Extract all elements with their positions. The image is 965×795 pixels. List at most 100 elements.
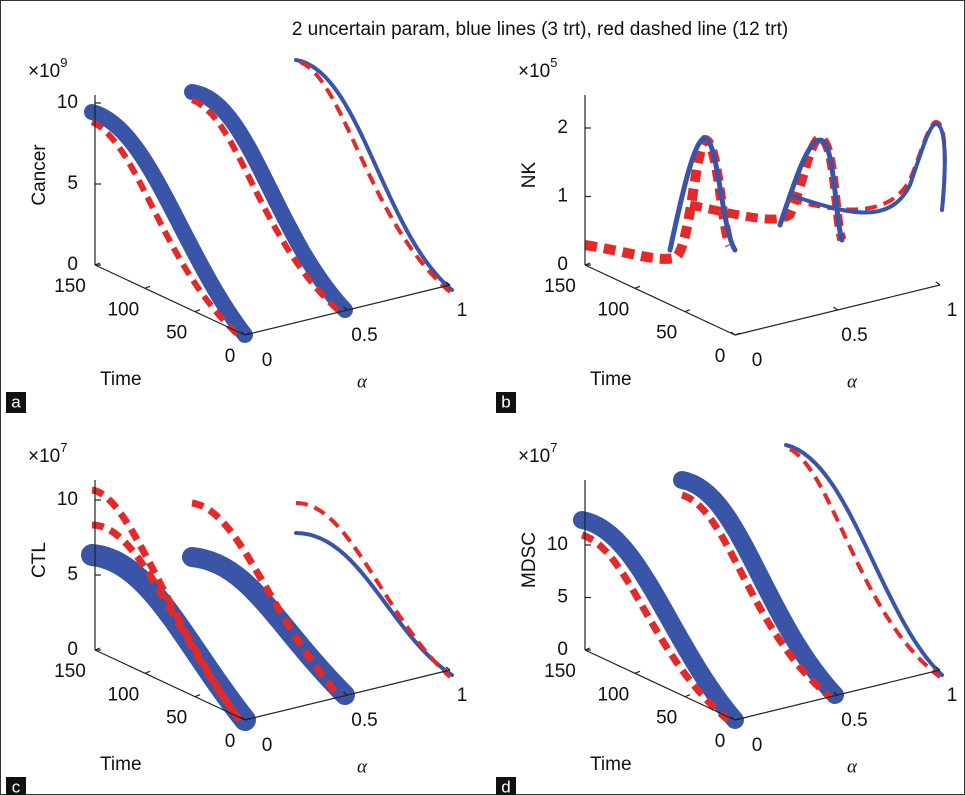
time-tick-label: 100 <box>107 299 139 320</box>
curve <box>673 471 844 704</box>
alpha-tick <box>343 306 348 311</box>
alpha-tick-label: 0 <box>752 735 763 756</box>
alpha-tick <box>445 281 451 286</box>
time-tick <box>194 694 201 698</box>
alpha-tick <box>240 716 246 721</box>
time-tick <box>144 285 151 289</box>
curve <box>584 134 735 264</box>
time-tick <box>684 309 691 313</box>
time-tick-label: 100 <box>597 299 629 320</box>
z-label: Cancer <box>29 144 50 206</box>
alpha-tick-label: 1 <box>947 300 958 321</box>
alpha-tick <box>935 666 941 671</box>
panel-letter-box <box>496 777 516 795</box>
curves-d <box>573 443 944 729</box>
alpha-tick <box>935 281 941 286</box>
z-tick-label: 0 <box>67 254 78 275</box>
time-axis <box>584 264 736 336</box>
z-label: NK <box>519 161 540 188</box>
time-tick <box>684 694 691 698</box>
z-exponent: ×107 <box>518 440 557 467</box>
alpha-tick-label: 0.5 <box>841 710 867 731</box>
alpha-label: α <box>357 371 368 392</box>
curve <box>784 443 944 677</box>
curve <box>184 84 353 318</box>
panel-letter: a <box>11 392 21 411</box>
alpha-tick <box>833 306 838 311</box>
curves-a <box>84 58 454 343</box>
time-tick <box>244 717 251 721</box>
exponent-base: ×10 <box>28 446 60 467</box>
exponent-power: 9 <box>60 55 67 70</box>
z-tick-label: 10 <box>57 92 78 113</box>
curve <box>90 119 241 338</box>
z-label: MDSC <box>519 532 540 588</box>
curve <box>788 122 947 215</box>
time-tick <box>584 647 591 651</box>
curve <box>299 60 452 294</box>
time-axis <box>584 649 736 721</box>
time-label: Time <box>100 369 142 390</box>
alpha-tick <box>343 691 348 696</box>
z-exponent: ×107 <box>28 440 67 467</box>
time-tick <box>734 717 741 721</box>
z-tick-label: 10 <box>547 534 568 555</box>
alpha-tick-label: 0.5 <box>351 325 377 346</box>
z-tick-label: 1 <box>557 186 568 207</box>
time-tick-label: 50 <box>656 323 677 344</box>
z-tick-label: 0 <box>67 639 78 660</box>
time-tick-label: 150 <box>544 276 576 297</box>
alpha-tick-label: 0.5 <box>841 325 867 346</box>
time-tick-label: 0 <box>225 346 236 367</box>
panel-letter: c <box>12 777 21 795</box>
time-tick-label: 150 <box>544 661 576 682</box>
time-tick-label: 150 <box>54 661 86 682</box>
alpha-tick-label: 1 <box>947 685 958 706</box>
alpha-tick <box>730 331 736 336</box>
alpha-label: α <box>847 756 858 777</box>
z-tick-label: 5 <box>67 173 78 194</box>
z-exponent: ×105 <box>518 55 557 82</box>
alpha-tick <box>240 331 246 336</box>
curve <box>84 104 253 343</box>
exponent-power: 7 <box>60 440 67 455</box>
alpha-tick-label: 0 <box>262 735 273 756</box>
z-exponent: ×109 <box>28 55 67 82</box>
time-tick-label: 0 <box>715 346 726 367</box>
panel-letter-box <box>496 392 516 413</box>
alpha-tick-label: 0 <box>752 350 763 371</box>
time-tick <box>244 332 251 336</box>
time-tick-label: 50 <box>656 708 677 729</box>
time-tick <box>144 670 151 674</box>
figure-title: 2 uncertain param, blue lines (3 trt), r… <box>292 19 788 40</box>
time-tick <box>634 670 641 674</box>
time-tick-label: 50 <box>166 323 187 344</box>
time-tick-label: 150 <box>54 276 86 297</box>
exponent-base: ×10 <box>28 61 60 82</box>
z-tick-label: 5 <box>557 587 568 608</box>
curve <box>191 499 343 700</box>
z-tick-label: 10 <box>57 489 78 510</box>
alpha-tick-label: 1 <box>457 685 468 706</box>
time-tick <box>94 262 101 266</box>
time-tick-label: 50 <box>166 708 187 729</box>
alpha-label: α <box>357 756 368 777</box>
alpha-tick-label: 0 <box>262 350 273 371</box>
z-tick-label: 2 <box>557 117 568 138</box>
time-label: Time <box>590 369 632 390</box>
panel-letter: d <box>501 777 510 795</box>
curve <box>667 135 738 253</box>
curve <box>680 491 833 700</box>
panel-letter: b <box>501 392 510 411</box>
time-axis <box>94 649 246 721</box>
alpha-tick <box>445 666 451 671</box>
alpha-tick <box>730 716 736 721</box>
exponent-base: ×10 <box>518 61 550 82</box>
time-tick-label: 0 <box>225 731 236 752</box>
panel-letter-box <box>6 777 26 795</box>
exponent-power: 7 <box>550 440 557 455</box>
curve <box>295 501 452 679</box>
z-tick-label: 0 <box>557 639 568 660</box>
